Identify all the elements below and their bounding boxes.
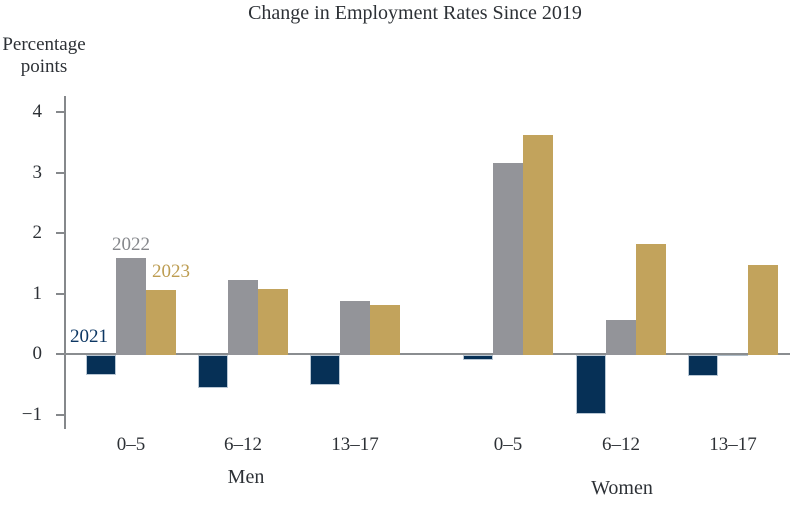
- y-axis-unit-line1: Percentage: [2, 34, 86, 55]
- bar-2023-13–17-women: [748, 264, 778, 355]
- y-tick-mark: [56, 413, 65, 416]
- y-tick-mark: [56, 232, 65, 234]
- y-axis-line: [64, 96, 66, 429]
- x-tick-label-men-6–12: 6–12: [224, 434, 262, 455]
- y-tick-label: 2: [32, 222, 43, 243]
- series-label-2023: 2023: [152, 261, 190, 282]
- y-axis-unit-label: Percentage points: [0, 34, 88, 78]
- bar-2023-0–5-women: [523, 135, 553, 355]
- y-tick-mark: [56, 171, 65, 174]
- bar-2021-13–17-women: [688, 355, 718, 377]
- y-axis-unit-line2: points: [20, 56, 68, 77]
- x-tick-label-women-0–5: 0–5: [493, 434, 523, 455]
- y-tick-label: 3: [32, 161, 43, 183]
- y-tick-mark: [56, 292, 65, 295]
- y-tick-label: 0: [32, 343, 43, 364]
- x-tick-label-women-13–17: 13–17: [709, 434, 757, 455]
- y-tick-mark: [56, 353, 65, 355]
- bar-2021-0–5-women: [463, 355, 493, 360]
- bar-2021-6–12-men: [198, 355, 228, 389]
- series-label-2022: 2022: [112, 234, 150, 255]
- y-tick-label: 1: [32, 282, 43, 304]
- group-label-women: Women: [591, 477, 653, 499]
- bar-2021-13–17-men: [310, 355, 340, 385]
- bar-2022-6–12-women: [606, 319, 636, 355]
- bar-2021-0–5-men: [86, 355, 116, 375]
- y-tick-label: 4: [32, 101, 43, 122]
- bar-2022-0–5-men: [116, 258, 146, 355]
- series-label-2021: 2021: [70, 326, 108, 347]
- bar-2022-6–12-men: [228, 279, 258, 355]
- bar-2022-0–5-women: [493, 162, 523, 355]
- x-tick-label-women-6–12: 6–12: [602, 434, 640, 455]
- zero-line: [64, 353, 790, 355]
- y-tick-mark: [56, 111, 65, 113]
- bar-2023-0–5-men: [146, 289, 176, 355]
- bar-2022-13–17-men: [340, 300, 370, 355]
- chart-title: Change in Employment Rates Since 2019: [248, 2, 582, 24]
- x-tick-label-men-13–17: 13–17: [331, 434, 379, 455]
- bar-2023-13–17-men: [370, 304, 400, 355]
- group-label-men: Men: [227, 466, 265, 488]
- bar-2022-13–17-women: [718, 355, 748, 357]
- bar-2023-6–12-men: [258, 289, 288, 355]
- y-tick-label: −1: [21, 403, 42, 425]
- x-tick-label-men-0–5: 0–5: [116, 434, 146, 455]
- bar-2023-6–12-women: [636, 244, 666, 355]
- bar-2021-6–12-women: [576, 355, 606, 414]
